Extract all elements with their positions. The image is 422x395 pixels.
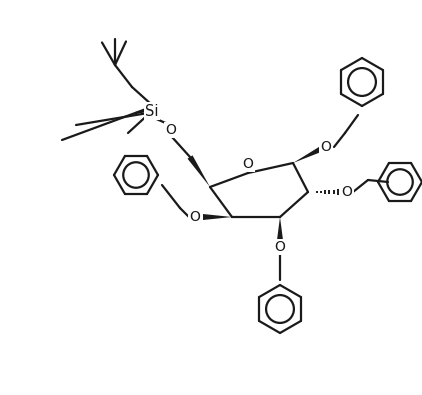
Polygon shape — [187, 155, 210, 187]
Text: O: O — [275, 240, 285, 254]
Text: Si: Si — [145, 103, 159, 118]
Polygon shape — [277, 217, 283, 240]
Polygon shape — [203, 214, 232, 220]
Text: O: O — [321, 140, 331, 154]
Text: O: O — [165, 123, 176, 137]
Polygon shape — [293, 145, 325, 163]
Text: O: O — [341, 185, 352, 199]
Text: O: O — [189, 210, 200, 224]
Text: O: O — [243, 157, 254, 171]
